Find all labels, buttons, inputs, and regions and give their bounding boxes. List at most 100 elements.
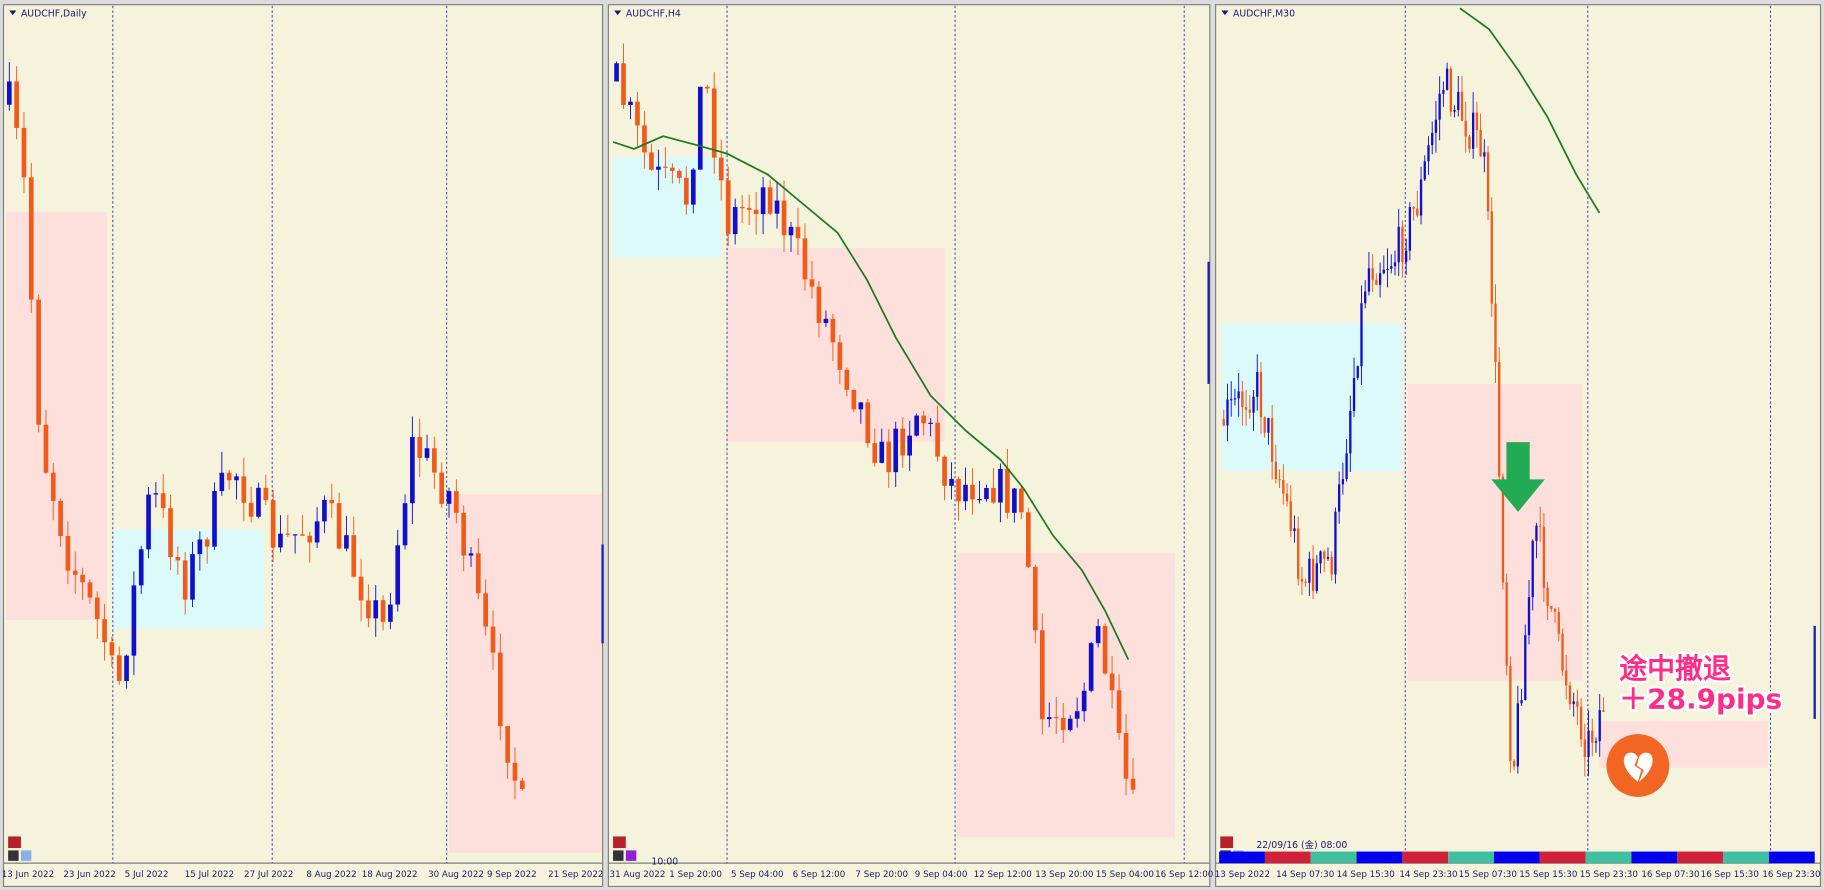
candle-body: [1012, 488, 1017, 513]
candle-body: [670, 167, 675, 171]
candle-body: [1263, 417, 1266, 433]
candle-body: [1326, 557, 1330, 559]
candle-body: [6, 81, 12, 105]
x-tick-label: 14 Sep 23:30: [1399, 870, 1457, 880]
candle-body: [1337, 484, 1341, 512]
title-arrow: [1221, 10, 1229, 16]
candle-body: [725, 180, 731, 235]
zone: [613, 157, 722, 259]
candle-body: [21, 127, 27, 178]
candle-body: [684, 177, 689, 205]
candle-body: [1081, 690, 1087, 712]
candle-body: [1274, 461, 1278, 480]
candle-body: [1423, 161, 1426, 180]
candle-body: [468, 553, 474, 556]
candle-body: [461, 512, 467, 556]
session-bar: [1219, 851, 1265, 864]
candle-body: [1005, 468, 1010, 513]
x-tick-label: 15 Jul 2022: [185, 870, 234, 880]
candle-body: [1579, 706, 1583, 740]
candle-body: [329, 499, 335, 504]
session-bar: [1448, 851, 1494, 864]
moving-average: [612, 135, 1130, 660]
candle-body: [512, 762, 518, 781]
candle-body: [872, 443, 878, 463]
candle-body: [1587, 730, 1590, 757]
candle-body: [649, 152, 654, 170]
candle-body: [1475, 112, 1479, 131]
candle-body: [956, 478, 961, 502]
candle-body: [1401, 226, 1404, 262]
session-bar: [1402, 851, 1449, 864]
candle-body: [116, 655, 122, 681]
candle-body: [614, 63, 619, 82]
candle-body: [1375, 279, 1378, 285]
candle-body: [175, 557, 181, 561]
candle-body: [36, 299, 41, 425]
candle-body: [1130, 778, 1136, 790]
zone: [5, 211, 108, 621]
candle-body: [1546, 587, 1549, 606]
x-tick-label: 14 Sep 15:30: [1337, 870, 1395, 880]
session-bar: [1539, 851, 1586, 864]
candle-body: [270, 500, 276, 548]
x-tick-label: 7 Sep 20:00: [855, 870, 908, 880]
candle-body: [928, 422, 933, 424]
candle-body: [1046, 717, 1052, 720]
candle-body: [43, 424, 49, 473]
zone: [449, 494, 602, 853]
candle-body: [1297, 528, 1300, 579]
candle-body: [505, 726, 510, 763]
candle-body: [1531, 540, 1534, 598]
candle-body: [87, 582, 93, 598]
candle-body: [795, 226, 801, 239]
x-tick-label: 30 Aug 2022: [428, 870, 484, 880]
candle-body: [1278, 479, 1281, 481]
close-button: [1220, 836, 1234, 849]
candle-body: [226, 472, 232, 481]
candle-body: [886, 441, 892, 473]
candle-body: [1598, 710, 1601, 742]
x-tick-label: 15 Sep 04:00: [1096, 870, 1154, 880]
candle-body: [635, 101, 640, 126]
candle-body: [656, 166, 661, 170]
moving-average: [1459, 7, 1601, 214]
candle-body: [1267, 418, 1270, 433]
candle-body: [102, 619, 107, 643]
candle-body: [1252, 396, 1255, 413]
candle-body: [1434, 119, 1438, 133]
zone: [956, 552, 1175, 838]
candle-body: [823, 318, 829, 323]
candle-body: [432, 448, 437, 473]
candle-body: [1464, 120, 1467, 137]
candle-body: [256, 487, 261, 517]
candle-body: [1576, 701, 1579, 707]
x-tick-label: 15 Sep 23:30: [1580, 870, 1638, 880]
candle-body: [1568, 685, 1572, 705]
candle-body: [14, 81, 19, 128]
candle-body: [732, 207, 738, 235]
candle-body: [50, 472, 56, 501]
candle-body: [690, 169, 696, 205]
candle-body: [138, 549, 144, 586]
x-tick-label: 9 Sep 04:00: [915, 870, 968, 880]
candle-body: [935, 422, 940, 457]
chart-title: AUDCHF,H4: [626, 8, 681, 19]
candle-body: [837, 342, 843, 370]
candle-body: [1460, 91, 1464, 121]
session-bar: [1723, 851, 1769, 864]
candle-body: [1393, 262, 1397, 267]
candle-body: [984, 487, 989, 500]
candle-body: [697, 86, 703, 170]
candle-body: [1602, 710, 1605, 712]
candle-body: [1412, 207, 1415, 209]
session-bar: [1264, 851, 1311, 864]
candle-body: [1479, 130, 1482, 157]
candle-body: [711, 88, 717, 158]
candle-body: [1419, 179, 1423, 216]
candle-body: [1438, 93, 1441, 120]
candle-body: [322, 499, 327, 522]
x-tick-label: 8 Aug 2022: [306, 870, 356, 880]
zone: [112, 529, 265, 629]
candle-body: [760, 187, 766, 215]
